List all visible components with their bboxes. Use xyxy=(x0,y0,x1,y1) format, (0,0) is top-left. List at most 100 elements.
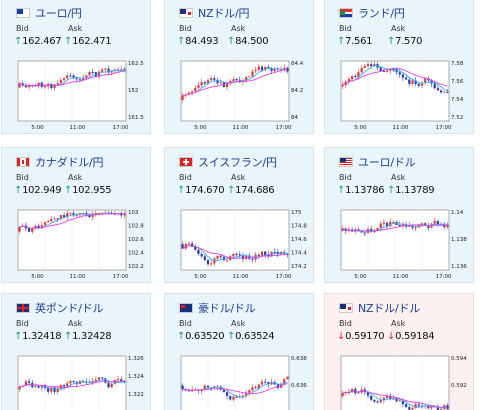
rate-card-gbpusd[interactable]: 英ポンド/ドル Bid Ask ↑1.32418 ↑1.32428 1.326 1… xyxy=(1,293,151,410)
currency-pair-label[interactable]: ユーロ/ドル xyxy=(358,156,416,169)
candlestick-chart[interactable]: 1.14 1.138 1.136 5:00 11:00 17:00 xyxy=(327,204,473,284)
trend-arrow-icon: ↑ xyxy=(64,185,73,196)
candle xyxy=(360,67,363,73)
flag-icon xyxy=(16,8,30,18)
y-tick-label: 102.8 xyxy=(128,224,144,230)
rate-card-header[interactable]: スイスフラン/円 xyxy=(179,154,277,170)
candlestick-chart[interactable]: 175 174.8 174.6 174.4 174.2 5:00 11:00 17:00 xyxy=(167,204,313,284)
candle xyxy=(433,83,436,89)
rate-card-header[interactable]: NZドル/ドル xyxy=(339,300,420,316)
chart-svg: 84.4 84.2 84 5:00 11:00 17:00 xyxy=(180,60,304,131)
ma-long-line xyxy=(182,68,288,96)
candle xyxy=(219,255,222,257)
candle xyxy=(257,384,260,389)
candle xyxy=(260,381,264,385)
rate-card-header[interactable]: NZドル/円 xyxy=(179,5,249,21)
y-tick-label: 7.58 xyxy=(451,61,464,67)
candle xyxy=(414,227,417,229)
candlestick-chart[interactable]: 162.5 152 161.5 5:00 11:00 17:00 xyxy=(4,55,150,135)
ask-value: ↑102.955 xyxy=(64,185,112,196)
candle xyxy=(56,82,59,85)
currency-pair-label[interactable]: ランド/円 xyxy=(358,7,405,20)
rate-card-nzdjpy[interactable]: NZドル/円 Bid Ask ↑84.493 ↑84.500 84.4 84.2 8… xyxy=(164,0,314,134)
candle xyxy=(120,69,123,71)
y-tick-label: 174.2 xyxy=(291,264,307,270)
currency-pair-label[interactable]: 英ポンド/ドル xyxy=(35,302,104,315)
candle xyxy=(203,385,206,390)
candle xyxy=(53,387,56,392)
rate-card-header[interactable]: 英ポンド/ドル xyxy=(16,300,104,316)
ma-long-line xyxy=(182,383,288,394)
candle xyxy=(417,404,420,406)
bid-value: ↓0.59170 xyxy=(337,331,385,342)
rate-card-audusd[interactable]: 豪ドル/ドル Bid Ask ↑0.63520 ↑0.63524 0.638 0.… xyxy=(164,293,314,410)
candle xyxy=(62,385,66,387)
candle xyxy=(88,71,91,76)
candle xyxy=(50,218,53,222)
rate-card-header[interactable]: ユーロ/円 xyxy=(16,5,82,21)
chart-svg: 103 102.8 102.6 102.4 102.2 5:00 11:00 17:00 xyxy=(17,209,144,280)
candle xyxy=(69,213,72,214)
candle xyxy=(405,404,408,408)
rate-card-nzdusd[interactable]: NZドル/ドル Bid Ask ↓0.59170 ↓0.59184 0.594 0… xyxy=(324,293,474,410)
candle xyxy=(37,225,40,229)
candlestick-chart[interactable]: 103 102.8 102.6 102.4 102.2 5:00 11:00 17:00 xyxy=(4,204,150,284)
candle xyxy=(31,85,34,87)
candle xyxy=(379,67,382,71)
rate-card-eurjpy[interactable]: ユーロ/円 Bid Ask ↑162.467 ↑162.471 162.5 152… xyxy=(1,0,151,134)
y-tick-label: 1.326 xyxy=(128,356,144,362)
rate-card-header[interactable]: ランド/円 xyxy=(339,5,405,21)
y-tick-label: 174.4 xyxy=(291,251,307,257)
candle xyxy=(24,85,28,88)
candle xyxy=(40,385,43,388)
candle xyxy=(411,408,414,410)
candle xyxy=(395,398,398,402)
rate-card-header[interactable]: カナダドル/円 xyxy=(16,154,104,170)
candle xyxy=(436,221,439,225)
bid-label: Bid xyxy=(16,24,29,33)
candlestick-chart[interactable]: 84.4 84.2 84 5:00 11:00 17:00 xyxy=(167,55,313,135)
currency-pair-label[interactable]: NZドル/円 xyxy=(198,7,250,20)
candle xyxy=(101,69,104,72)
rate-card-header[interactable]: ユーロ/ドル xyxy=(339,154,416,170)
candle xyxy=(363,232,366,234)
candle xyxy=(24,381,28,386)
candle xyxy=(91,71,94,73)
rate-card-eurusd[interactable]: ユーロ/ドル Bid Ask ↑1.13786 ↑1.13789 1.14 1.1… xyxy=(324,147,474,283)
candle xyxy=(219,386,222,390)
candlestick-chart[interactable]: 7.58 7.56 7.54 7.52 5:00 11:00 17:00 xyxy=(327,55,473,135)
flag-icon xyxy=(179,8,193,18)
rate-card-zarjpy[interactable]: ランド/円 Bid Ask ↑7.561 ↑7.570 7.58 7.56 7.54… xyxy=(324,0,474,134)
rate-card-cadjpy[interactable]: カナダドル/円 Bid Ask ↑102.949 ↑102.955 103 102… xyxy=(1,147,151,283)
chart-svg: 175 174.8 174.6 174.4 174.2 5:00 11:00 17:00 xyxy=(180,209,307,280)
currency-pair-label[interactable]: 豪ドル/ドル xyxy=(198,302,256,315)
candle xyxy=(213,78,216,80)
ask-label: Ask xyxy=(391,173,406,182)
candle xyxy=(351,388,354,392)
y-tick-label: 174.8 xyxy=(291,224,307,230)
trend-arrow-icon: ↑ xyxy=(177,185,186,196)
rate-card-chfjpy[interactable]: スイスフラン/円 Bid Ask ↑174.670 ↑174.686 175 17… xyxy=(164,147,314,283)
rate-card-header[interactable]: 豪ドル/ドル xyxy=(179,300,256,316)
currency-pair-label[interactable]: スイスフラン/円 xyxy=(198,156,277,169)
candle xyxy=(232,79,235,82)
currency-pair-label[interactable]: NZドル/ドル xyxy=(358,302,421,315)
candle xyxy=(28,228,31,232)
candle xyxy=(408,407,411,410)
currency-pair-label[interactable]: カナダドル/円 xyxy=(35,156,104,169)
candle xyxy=(206,385,210,388)
candle xyxy=(257,66,260,71)
bid-value: ↑84.493 xyxy=(177,36,219,47)
ask-label: Ask xyxy=(391,319,406,328)
trend-arrow-icon: ↑ xyxy=(387,36,396,47)
ask-value: ↓0.59184 xyxy=(387,331,435,342)
candle xyxy=(238,254,241,256)
currency-pair-label[interactable]: ユーロ/円 xyxy=(35,7,82,20)
flag-icon xyxy=(339,303,353,313)
y-tick-label: 1.14 xyxy=(451,210,464,216)
x-tick-label: 17:00 xyxy=(113,274,129,280)
